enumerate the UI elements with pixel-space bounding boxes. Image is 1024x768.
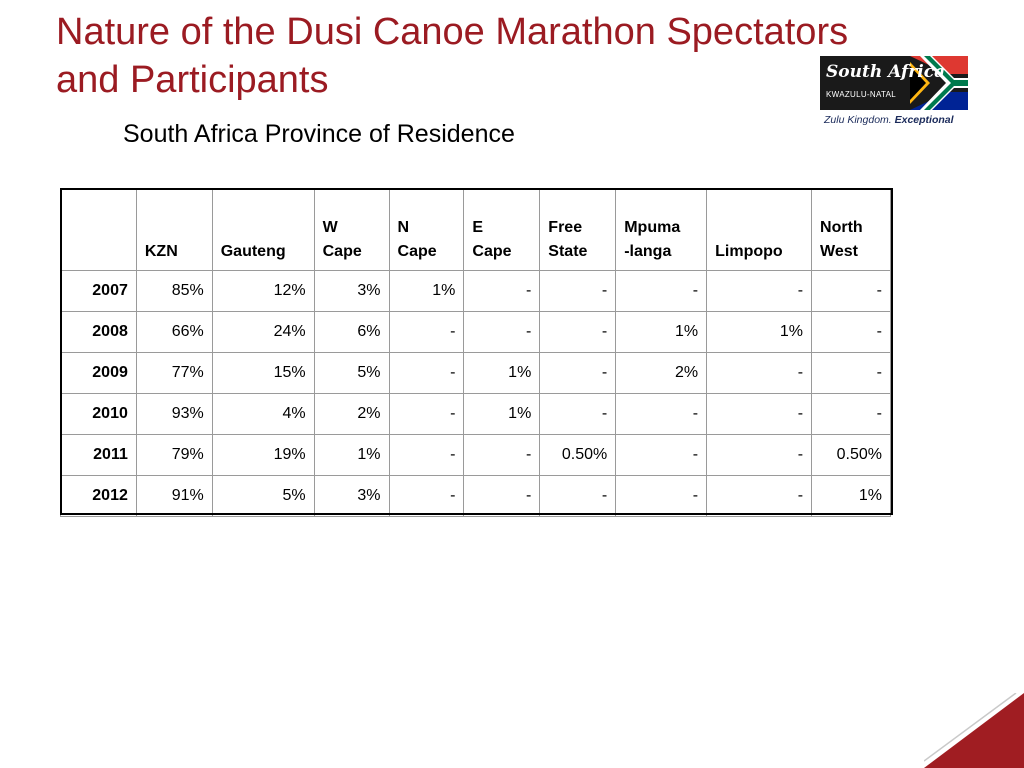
table-cell: -	[615, 434, 708, 476]
table-cell: 24%	[211, 311, 315, 353]
table-cell: 0.50%	[539, 434, 617, 476]
table-cell: 1%	[706, 311, 813, 353]
table-cell: -	[615, 393, 708, 435]
table-cell: -	[615, 270, 708, 312]
table-cell: 1%	[811, 475, 891, 517]
logo-tagline-bold: Exceptional	[894, 114, 954, 126]
table-row: 2010 93% 4% 2% -1% - - - -	[60, 393, 891, 435]
logo-badge: South Africa KWAZULU-NATAL	[820, 56, 968, 110]
table-cell: 6%	[313, 311, 390, 353]
table-cell: 79%	[135, 434, 213, 476]
table-cell: -	[463, 475, 541, 517]
table-cell: -	[706, 475, 813, 517]
table-cell: 1%	[615, 311, 708, 353]
table-row: 2007 85% 12% 3% 1% - - - - -	[60, 270, 891, 312]
province-residence-table: KZN Gauteng W Cape N Cape E Cape Free State Mp…	[60, 188, 891, 517]
table-cell: 1%	[388, 270, 465, 312]
table-cell: 15%	[211, 352, 315, 394]
table-cell: -	[811, 270, 891, 312]
table-row: 2008 66% 24% 6% - - -1% 1% -	[60, 311, 891, 353]
south-africa-kzn-logo: South Africa KWAZULU-NATAL Zulu Kingdom.…	[820, 56, 970, 128]
row-year: 2010	[60, 393, 137, 435]
table-cell: -	[539, 270, 617, 312]
header-cell-corner	[60, 188, 137, 271]
table-cell: 1%	[463, 393, 541, 435]
table-cell: 5%	[211, 475, 315, 517]
table-cell: -	[706, 434, 813, 476]
table-cell: -	[706, 352, 813, 394]
slide-title: Nature of the Dusi Canoe Marathon Specta…	[56, 11, 849, 101]
table-cell: 1%	[313, 434, 390, 476]
column-header: N Cape	[388, 188, 465, 271]
row-year: 2011	[60, 434, 137, 476]
column-header: North West	[811, 188, 891, 271]
table-cell: -	[463, 270, 541, 312]
column-header: KZN	[135, 188, 213, 271]
column-header: Mpuma -langa	[615, 188, 708, 271]
table-cell: 93%	[135, 393, 213, 435]
table-cell: -	[539, 393, 617, 435]
table-cell: -	[539, 352, 617, 394]
table-row: 2012 91% 5% 3% - - - - -1%	[60, 475, 891, 517]
table-cell: 2%	[615, 352, 708, 394]
table-cell: -	[388, 434, 465, 476]
table-cell: -	[811, 311, 891, 353]
table-cell: 0.50%	[811, 434, 891, 476]
row-year: 2007	[60, 270, 137, 312]
table-cell: -	[463, 311, 541, 353]
table-cell: -	[463, 434, 541, 476]
table-cell: -	[811, 352, 891, 394]
table-row: 2009 77% 15% 5% -1% -2% - -	[60, 352, 891, 394]
slide-subtitle: South Africa Province of Residence	[123, 120, 515, 148]
row-year: 2008	[60, 311, 137, 353]
column-header: E Cape	[463, 188, 541, 271]
table-row: 2011 79% 19% 1% - -0.50% - -0.50%	[60, 434, 891, 476]
table-cell: 2%	[313, 393, 390, 435]
row-year: 2012	[60, 475, 137, 517]
flag-icon	[910, 56, 968, 110]
table-cell: 1%	[463, 352, 541, 394]
logo-tagline: Zulu Kingdom. Exceptional	[824, 114, 954, 127]
table-cell: 91%	[135, 475, 213, 517]
column-header: Limpopo	[706, 188, 813, 271]
table-cell: -	[811, 393, 891, 435]
table-cell: -	[706, 393, 813, 435]
table-cell: -	[615, 475, 708, 517]
table-cell: -	[388, 311, 465, 353]
column-header: Free State	[539, 188, 617, 271]
table-cell: 4%	[211, 393, 315, 435]
table-cell: 3%	[313, 475, 390, 517]
logo-region: KWAZULU-NATAL	[826, 90, 896, 99]
row-year: 2009	[60, 352, 137, 394]
logo-wordmark: South Africa	[826, 62, 946, 82]
table-cell: 12%	[211, 270, 315, 312]
column-header: W Cape	[313, 188, 390, 271]
header-row: KZN Gauteng W Cape N Cape E Cape Free State Mp…	[60, 188, 891, 271]
corner-accent-triangle	[924, 693, 1024, 768]
table-cell: -	[539, 475, 617, 517]
logo-tagline-lead: Zulu Kingdom.	[824, 114, 892, 126]
table-cell: 77%	[135, 352, 213, 394]
table-cell: 3%	[313, 270, 390, 312]
table-cell: 85%	[135, 270, 213, 312]
table-cell: -	[388, 352, 465, 394]
table-cell: 66%	[135, 311, 213, 353]
table-cell: -	[539, 311, 617, 353]
table-cell: -	[388, 393, 465, 435]
table-cell: -	[706, 270, 813, 312]
table-cell: 5%	[313, 352, 390, 394]
column-header: Gauteng	[211, 188, 315, 271]
table-cell: 19%	[211, 434, 315, 476]
table-cell: -	[388, 475, 465, 517]
